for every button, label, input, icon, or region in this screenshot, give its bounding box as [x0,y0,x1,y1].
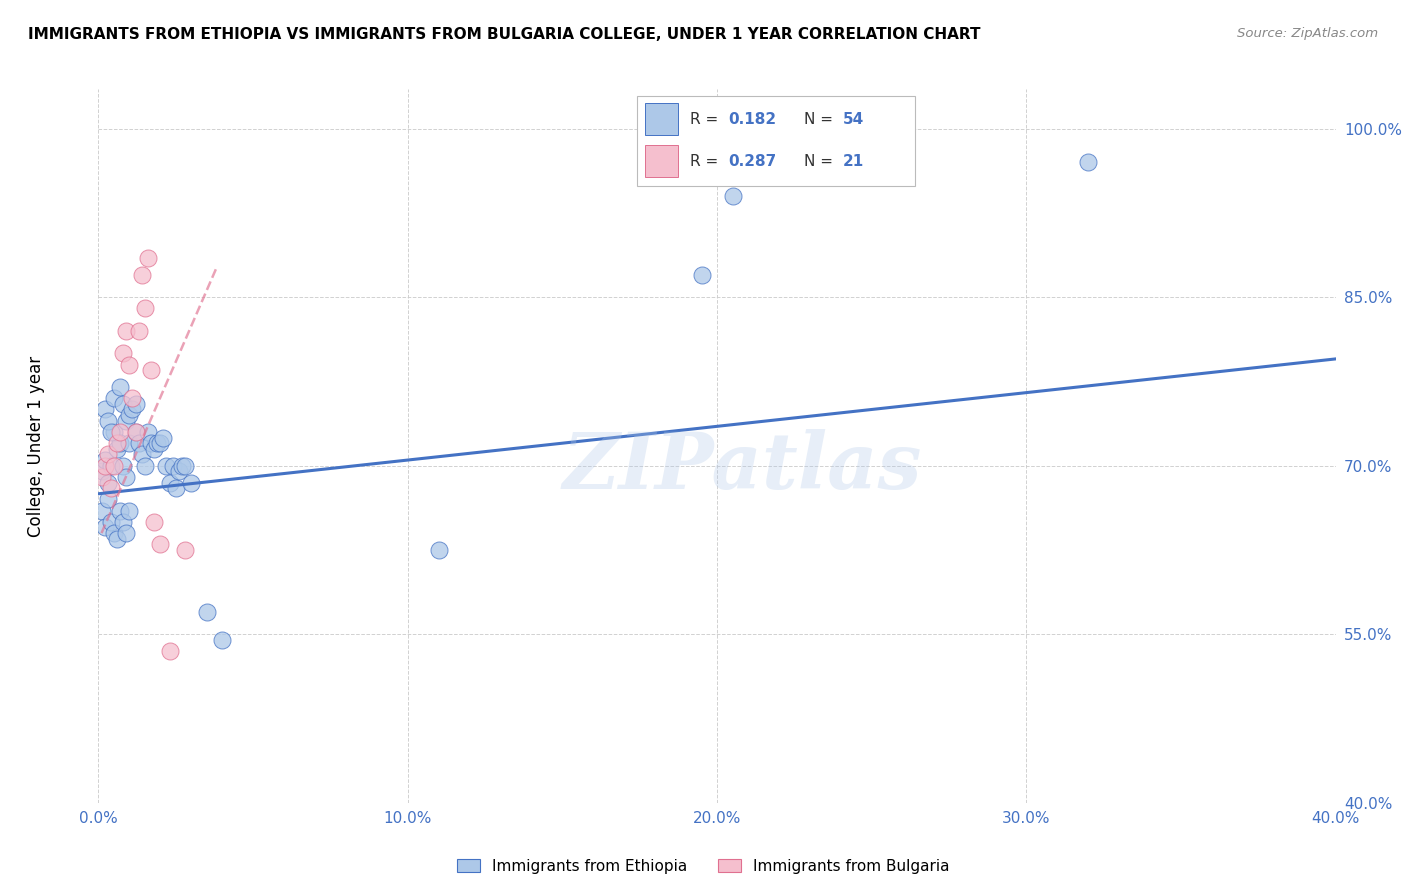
Point [108,436,131,450]
Point [159,475,181,490]
Point [105,532,128,546]
Point [167,464,190,478]
Point [195,605,218,619]
Point [93,453,115,467]
Point [131,447,153,461]
Point [1077,155,1099,169]
Point [124,397,146,411]
Point [100,481,122,495]
Point [155,458,177,473]
Point [152,431,174,445]
Point [690,268,713,282]
Point [100,425,122,439]
Point [211,632,233,647]
Point [180,475,202,490]
Point [93,402,115,417]
Point [143,442,166,456]
Point [108,503,131,517]
Point [93,520,115,534]
Point [121,391,143,405]
Point [103,526,125,541]
Point [149,436,172,450]
Point [97,447,120,461]
Point [174,458,197,473]
Point [124,425,146,439]
Point [121,402,143,417]
Text: ZIPatlas: ZIPatlas [562,429,921,506]
Point [93,458,115,473]
Point [112,458,135,473]
Point [103,425,125,439]
Text: IMMIGRANTS FROM ETHIOPIA VS IMMIGRANTS FROM BULGARIA COLLEGE, UNDER 1 YEAR CORRE: IMMIGRANTS FROM ETHIOPIA VS IMMIGRANTS F… [28,27,980,42]
Point [103,458,125,473]
Point [149,537,172,551]
Point [170,458,193,473]
Point [90,470,112,484]
Point [721,189,744,203]
Point [100,458,122,473]
Point [427,543,450,558]
Point [118,408,141,422]
Point [115,414,138,428]
Point [139,363,162,377]
Point [115,470,138,484]
Point [146,436,169,450]
Y-axis label: College, Under 1 year: College, Under 1 year [27,355,45,537]
Point [105,442,128,456]
Point [143,515,166,529]
Point [134,458,156,473]
Point [131,268,153,282]
Point [128,324,150,338]
Point [134,301,156,316]
Point [112,397,135,411]
Point [103,391,125,405]
Point [136,425,159,439]
Legend: Immigrants from Ethiopia, Immigrants from Bulgaria: Immigrants from Ethiopia, Immigrants fro… [450,853,956,880]
Point [90,464,112,478]
Point [100,515,122,529]
Point [118,358,141,372]
Point [159,644,181,658]
Point [174,543,197,558]
Point [128,436,150,450]
Point [97,475,120,490]
Point [90,503,112,517]
Point [97,492,120,507]
Point [115,324,138,338]
Point [118,436,141,450]
Point [124,425,146,439]
Point [162,458,184,473]
Text: Source: ZipAtlas.com: Source: ZipAtlas.com [1237,27,1378,40]
Point [112,515,135,529]
Point [139,436,162,450]
Point [97,414,120,428]
Point [108,380,131,394]
Point [115,526,138,541]
Point [112,346,135,360]
Point [165,481,187,495]
Point [136,251,159,265]
Point [118,503,141,517]
Point [105,436,128,450]
Point [108,425,131,439]
